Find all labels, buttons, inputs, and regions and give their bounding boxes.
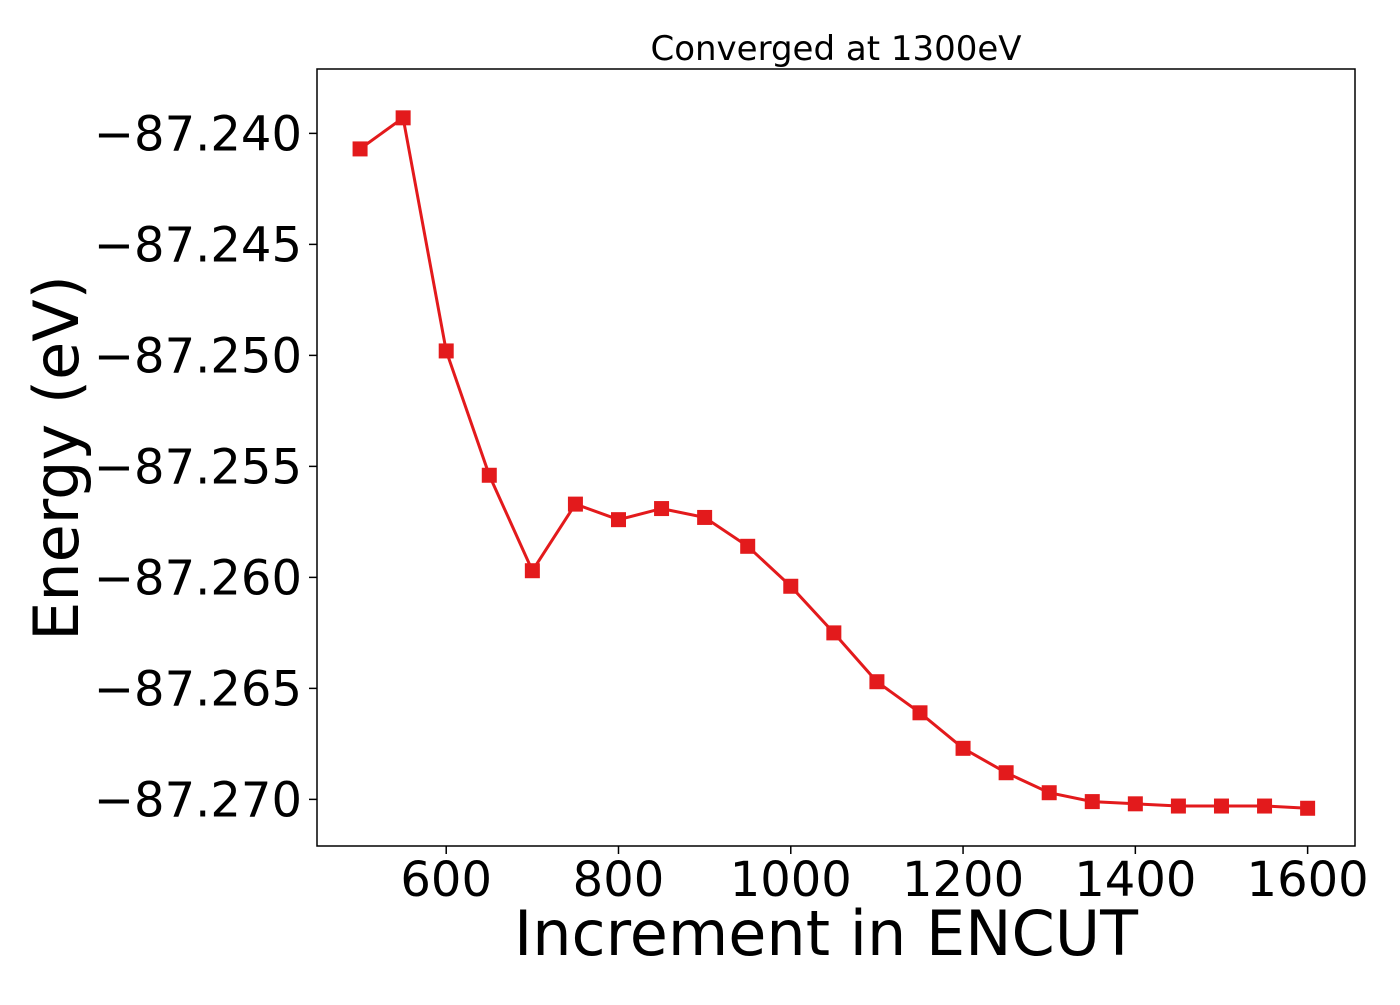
data-point-marker [998,765,1014,781]
y-tick-label: −87.270 [94,772,302,828]
x-tick-label: 1400 [1074,852,1196,908]
energy-series-markers [352,110,1316,816]
x-tick-label: 800 [573,852,665,908]
data-point-marker [1213,798,1229,814]
y-axis-label: Energy (eV) [20,275,93,641]
data-point-marker [697,509,713,525]
x-tick-label: 600 [400,852,492,908]
data-point-marker [955,740,971,756]
y-tick-label: −87.240 [94,106,302,162]
data-point-marker [524,563,540,579]
data-point-marker [783,578,799,594]
data-point-marker [1041,785,1057,801]
data-point-marker [740,538,756,554]
x-tick-label: 1200 [902,852,1024,908]
data-point-marker [481,467,497,483]
x-axis: 600 800 1000 1200 1400 1600 [400,846,1369,908]
data-point-marker [610,512,626,528]
y-tick-label: −87.245 [94,217,302,273]
x-axis-label: Increment in ENCUT [514,897,1139,970]
x-tick-label: 1000 [730,852,852,908]
chart-title: Converged at 1300eV [650,29,1021,69]
data-point-marker [654,501,670,517]
y-tick-label: −87.265 [94,661,302,717]
data-point-marker [352,141,368,157]
data-point-marker [1300,800,1316,816]
data-point-marker [1084,794,1100,810]
data-point-marker [1127,796,1143,812]
data-point-marker [912,705,928,721]
data-point-marker [826,625,842,641]
y-tick-label: −87.250 [94,328,302,384]
data-point-marker [869,674,885,690]
data-point-marker [1257,798,1273,814]
data-point-marker [1170,798,1186,814]
energy-series-line [359,115,1308,810]
data-point-marker [395,110,411,126]
x-tick-label: 1600 [1247,852,1369,908]
plot-area-frame [316,68,1356,847]
y-tick-label: −87.260 [94,550,302,606]
y-tick-label: −87.255 [94,439,302,495]
y-axis: −87.240 −87.245 −87.250 −87.255 −87.260 −87.2… [94,106,317,828]
data-point-marker [567,496,583,512]
data-point-marker [438,343,454,359]
